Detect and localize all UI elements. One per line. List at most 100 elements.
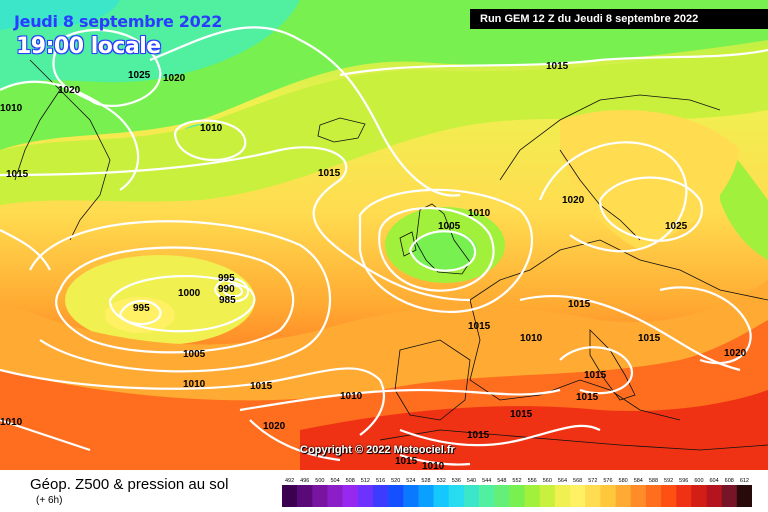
europe-coast: [469, 239, 768, 421]
italy-coast: [589, 329, 636, 401]
legend-swatch: [327, 485, 343, 507]
legend-label: 612: [740, 478, 749, 484]
green-core-uk: [413, 230, 477, 270]
legend-label: 544: [482, 478, 491, 484]
copyright: Copyright © 2022 Meteociel.fr: [300, 444, 455, 456]
legend-swatch: [312, 485, 328, 507]
isobar-label: 1015: [318, 168, 341, 179]
run-info: Run GEM 12 Z du Jeudi 8 septembre 2022: [470, 9, 768, 29]
legend-swatch: [418, 485, 434, 507]
band-deep-cyan: [0, 0, 120, 30]
isobar-label: 1015: [468, 321, 491, 332]
isobar-label: 1015: [250, 381, 273, 392]
isobar-low-atlantic: [55, 246, 295, 354]
band-deep-red-south: [300, 390, 768, 470]
forecast-time: 19:00 locale: [16, 34, 161, 59]
isobar-1005-uk: [378, 207, 495, 292]
legend-swatch: [630, 485, 647, 507]
isobar-1010-iceland: [173, 119, 247, 162]
isobar-label: 1015: [6, 169, 29, 180]
legend-swatch: [509, 485, 525, 507]
legend-swatch: [736, 485, 752, 507]
legend-swatch: [433, 485, 450, 507]
legend-swatch: [661, 485, 677, 507]
legend-label: 576: [603, 478, 612, 484]
isobar-label: 1020: [58, 85, 81, 96]
isobar-label: 985: [219, 295, 236, 306]
legend-swatch: [403, 485, 419, 507]
legend-label: 548: [497, 478, 506, 484]
legend-label: 532: [437, 478, 446, 484]
legend-swatch: [524, 485, 541, 507]
legend-label: 600: [694, 478, 703, 484]
legend-swatch: [585, 485, 601, 507]
africa-coast: [379, 429, 768, 451]
isobar-label: 1020: [562, 195, 585, 206]
isobar-label: 1015: [576, 392, 599, 403]
legend-label: 604: [710, 478, 719, 484]
isobar-1010-uk: [358, 188, 533, 313]
legend-label: 580: [619, 478, 628, 484]
footer: Géop. Z500 & pression au sol (+ 6h) 492 4…: [0, 470, 768, 512]
legend-swatch: [448, 485, 465, 507]
legend-swatch: [706, 485, 722, 507]
isobar-label: 1020: [163, 73, 186, 84]
isobar-label: 1010: [468, 208, 491, 219]
color-scale-legend: 492 496 500 504 508 512 516 520 524 528 532 536 540 5…: [282, 478, 752, 507]
isobar-1000-atlantic: [108, 274, 256, 333]
isobar-label: 1000: [178, 288, 201, 299]
legend-swatch: [615, 485, 632, 507]
legend-label: 596: [679, 478, 688, 484]
isobar-1000-uk: [408, 230, 477, 272]
legend-label: 592: [664, 478, 673, 484]
legend-swatch: [342, 485, 359, 507]
legend-label: 496: [300, 478, 309, 484]
legend-label: 564: [558, 478, 567, 484]
isobar-1010-africa: [399, 453, 471, 466]
legend-label: 608: [725, 478, 734, 484]
isobar-1005-atlantic: [29, 220, 331, 373]
isobar-1015-africa: [399, 424, 601, 447]
isobar-1015-west: [0, 229, 51, 271]
legend-label: 520: [391, 478, 400, 484]
legend-swatch: [388, 485, 404, 507]
isobar-label: 1015: [395, 456, 418, 467]
map-title: Géop. Z500 & pression au sol: [30, 476, 229, 493]
legend-swatch: [691, 485, 707, 507]
geopotential-map: 1025 1020 1020 1010 1010 1015 1015 1015 …: [0, 0, 768, 470]
isobar-label: 1025: [128, 70, 151, 81]
legend-label: 524: [406, 478, 415, 484]
legend-swatch: [721, 485, 738, 507]
isobar-labels: 1025 1020 1020 1010 1010 1015 1015 1015 …: [0, 61, 747, 470]
isobar-1025-scand: [598, 176, 703, 242]
legend-swatch: [282, 485, 298, 507]
isobar-1015-ital: [559, 346, 633, 395]
greenland-coast: [14, 59, 111, 241]
legend-swatch: [600, 485, 616, 507]
isobar-label: 1010: [422, 461, 445, 470]
legend-label: 588: [649, 478, 658, 484]
legend-label: 584: [634, 478, 643, 484]
legend-swatch: [494, 485, 510, 507]
legend-label: 556: [528, 478, 537, 484]
legend-label: 540: [467, 478, 476, 484]
forecast-offset: (+ 6h): [36, 495, 63, 506]
isobar-label: 1015: [568, 299, 591, 310]
isobar-label: 1015: [584, 370, 607, 381]
legend-swatch: [297, 485, 313, 507]
legend-label: 516: [376, 478, 385, 484]
legend-label: 508: [346, 478, 355, 484]
isobars: [0, 26, 768, 466]
isobar-label: 990: [218, 284, 235, 295]
isobar-label: 1010: [183, 379, 206, 390]
legend-label: 568: [573, 478, 582, 484]
isobar-label: 1015: [546, 61, 569, 72]
legend-swatch: [539, 485, 556, 507]
isobar-1020-south: [249, 419, 341, 462]
isobar-1015-north: [339, 48, 768, 77]
legend-label: 552: [512, 478, 521, 484]
legend-label: 536: [452, 478, 461, 484]
isobar-label: 995: [133, 303, 150, 314]
legend-label: 528: [421, 478, 430, 484]
